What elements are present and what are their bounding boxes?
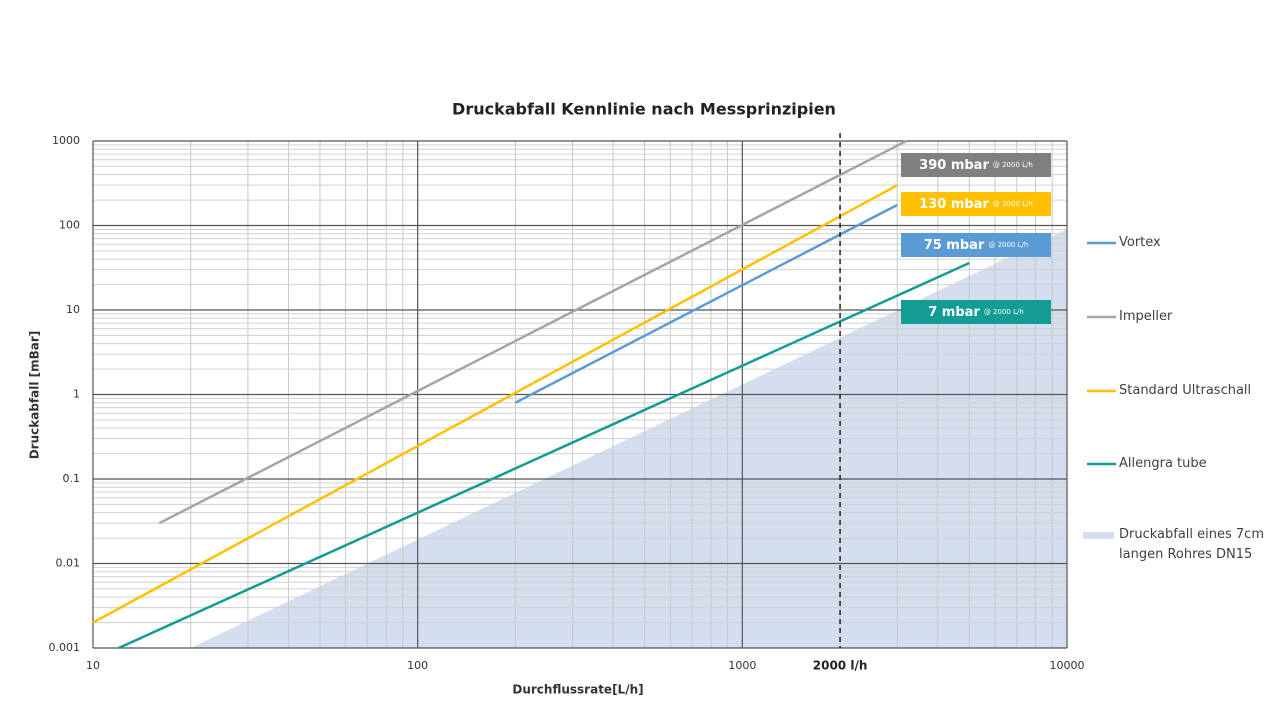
annotation-box <box>901 233 1051 257</box>
y-tick-label: 10 <box>66 303 80 316</box>
annotation-text: 7 mbar @ 2000 L/h <box>928 305 1024 320</box>
y-tick-label: 0.001 <box>49 641 81 654</box>
annotation-note: @ 2000 L/h <box>984 308 1024 316</box>
annotation-text: 75 mbar @ 2000 L/h <box>924 238 1029 253</box>
annotation-box <box>901 300 1051 324</box>
annotation-value: 75 mbar <box>924 238 985 253</box>
y-tick-label: 0.1 <box>63 472 81 485</box>
annotation-note: @ 2000 L/h <box>988 241 1028 249</box>
annotation-note: @ 2000 L/h <box>993 200 1033 208</box>
legend-label: Druckabfall eines 7cm langen Rohres DN15 <box>1119 527 1264 562</box>
annotation-box <box>901 192 1051 216</box>
y-tick-label: 1000 <box>52 134 80 147</box>
line <box>514 203 898 404</box>
x-tick-label: 100 <box>407 659 428 672</box>
annotation-box <box>901 153 1051 177</box>
x-tick-label: 10 <box>86 659 100 672</box>
y-tick-label: 100 <box>59 219 80 232</box>
legend-swatch <box>1083 532 1114 539</box>
legend-label: Allengra tube <box>1119 456 1207 471</box>
annotation-value: 7 mbar <box>928 305 980 320</box>
line <box>92 184 898 624</box>
reference-label: 2000 l/h <box>813 659 868 673</box>
x-tick-label: 1000 <box>728 659 756 672</box>
x-axis-label: Durchflussrate[L/h] <box>512 683 643 697</box>
annotation-text: 390 mbar @ 2000 L/h <box>919 158 1033 173</box>
area <box>190 229 1068 648</box>
legend-label: Vortex <box>1119 235 1161 250</box>
annotation-value: 130 mbar <box>919 197 989 212</box>
annotation-text: 130 mbar @ 2000 L/h <box>919 197 1033 212</box>
y-axis-label: Druckabfall [mBar] <box>28 331 42 460</box>
legend-label: Impeller <box>1119 309 1173 324</box>
annotation-note: @ 2000 L/h <box>993 161 1033 169</box>
line <box>118 261 970 650</box>
x-tick-label: 10000 <box>1050 659 1085 672</box>
legend-label: Standard Ultraschall <box>1119 383 1252 398</box>
annotation-value: 390 mbar <box>919 158 989 173</box>
line <box>158 139 907 525</box>
y-tick-label: 0.01 <box>56 557 81 570</box>
chart-title: Druckabfall Kennlinie nach Messprinzipie… <box>452 100 836 119</box>
y-tick-label: 1 <box>73 388 80 401</box>
